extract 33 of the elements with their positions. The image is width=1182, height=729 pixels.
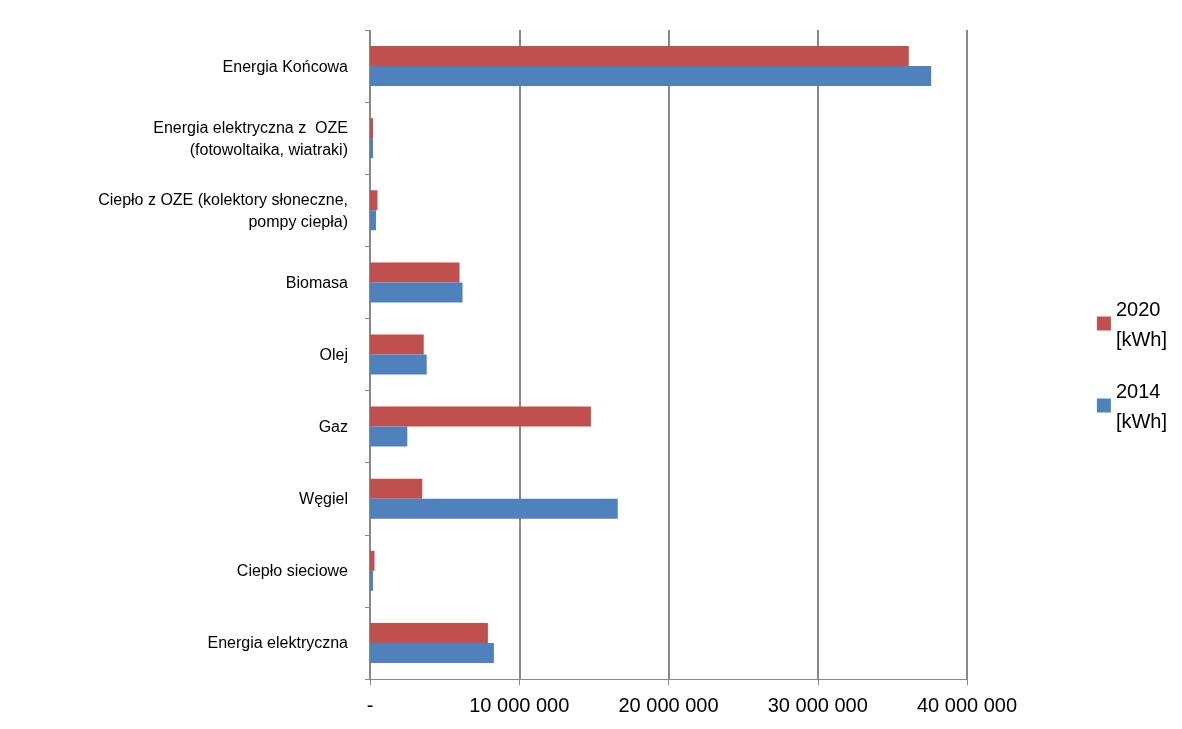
bar (370, 262, 460, 283)
x-tick-label: 30 000 000 (767, 694, 868, 716)
bar (370, 406, 591, 427)
bar (370, 570, 373, 591)
y-tick-label: Energia elektryczna (207, 634, 349, 652)
bar (370, 334, 424, 355)
x-tick-label: 10 000 000 (469, 694, 570, 716)
y-tick-label: Olej (319, 346, 348, 363)
y-tick-label: Ciepło z OZE (kolektory słoneczne, pompy ciepła) (98, 190, 348, 230)
y-tick-label: Węgiel (299, 490, 348, 508)
bar (370, 478, 423, 499)
bar (370, 282, 463, 303)
bar (370, 190, 378, 211)
bar (370, 138, 373, 159)
y-tick-label: Ciepło sieciowe (236, 562, 349, 580)
bar (370, 622, 488, 643)
y-tick-label: Gaz (318, 418, 348, 436)
bar (370, 46, 909, 67)
x-tick-label: - (366, 694, 374, 716)
y-tick-label: Energia Końcowa (222, 57, 349, 75)
y-tick-label: Biomasa (285, 273, 349, 291)
legend-label: 2020 [kWh] (1115, 297, 1168, 350)
bar (370, 354, 427, 375)
legend-label: 2014 [kWh] (1115, 379, 1168, 432)
bar (370, 642, 494, 663)
x-tick-label: 20 000 000 (618, 694, 719, 716)
bar (370, 498, 618, 519)
bar (370, 210, 376, 231)
bar (370, 66, 932, 87)
bar (370, 118, 373, 139)
bar (370, 426, 408, 447)
x-tick-label: 40 000 000 (916, 694, 1018, 716)
y-tick-label: Energia elektryczna z OZE (fotowoltaika, wiatraki) (153, 118, 348, 158)
